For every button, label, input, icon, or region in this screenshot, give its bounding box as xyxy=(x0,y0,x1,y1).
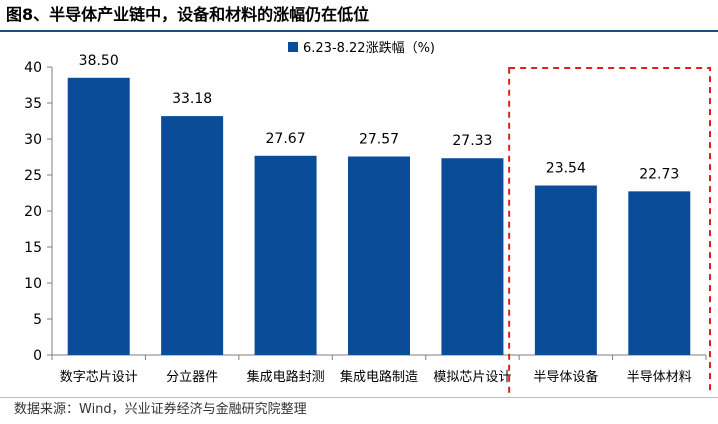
x-tick-label: 集成电路封测 xyxy=(247,369,325,385)
x-tick-label: 半导体材料 xyxy=(627,370,692,385)
bar xyxy=(161,116,224,355)
data-label: 27.67 xyxy=(266,131,306,147)
bar xyxy=(441,158,504,355)
bar xyxy=(67,77,130,356)
y-tick-label: 25 xyxy=(24,168,42,184)
x-tick-label: 模拟芯片设计 xyxy=(433,370,511,385)
highlight-box xyxy=(508,67,711,394)
y-tick-label: 35 xyxy=(24,96,42,112)
bar xyxy=(628,191,691,355)
bar-chart: 0 5 10 15 20 25 30 35 40 38.50 数字芯片设计 33.18 分立器件 27.6… xyxy=(24,40,711,394)
x-tick-label: 集成电路制造 xyxy=(340,369,418,385)
y-tick-label: 10 xyxy=(24,276,42,292)
figure-title: 图8、半导体产业链中，设备和材料的涨幅仍在低位 xyxy=(6,5,370,24)
legend-swatch xyxy=(288,42,298,52)
x-tick-label: 分立器件 xyxy=(166,370,218,385)
data-label: 22.73 xyxy=(639,166,679,182)
x-tick-label: 数字芯片设计 xyxy=(60,370,138,385)
data-label: 33.18 xyxy=(172,91,212,107)
source-note: 数据来源：Wind，兴业证券经济与金融研究院整理 xyxy=(14,402,307,417)
data-label: 27.57 xyxy=(359,131,399,147)
data-label: 27.33 xyxy=(452,133,492,149)
bar xyxy=(254,155,317,355)
y-tick-label: 40 xyxy=(24,60,42,76)
bar xyxy=(348,156,410,355)
bar xyxy=(534,185,597,355)
source-rule xyxy=(0,397,718,398)
y-tick-label: 0 xyxy=(33,348,42,364)
y-tick-label: 5 xyxy=(33,312,42,328)
data-label: 38.50 xyxy=(79,53,119,69)
x-tick-label: 半导体设备 xyxy=(533,369,598,385)
title-rule xyxy=(0,30,718,32)
y-tick-label: 30 xyxy=(24,132,42,148)
y-tick-label: 15 xyxy=(24,240,42,256)
data-label: 23.54 xyxy=(546,161,586,177)
y-tick-label: 20 xyxy=(24,204,42,220)
legend-label: 6.23-8.22涨跌幅（%) xyxy=(303,40,435,56)
